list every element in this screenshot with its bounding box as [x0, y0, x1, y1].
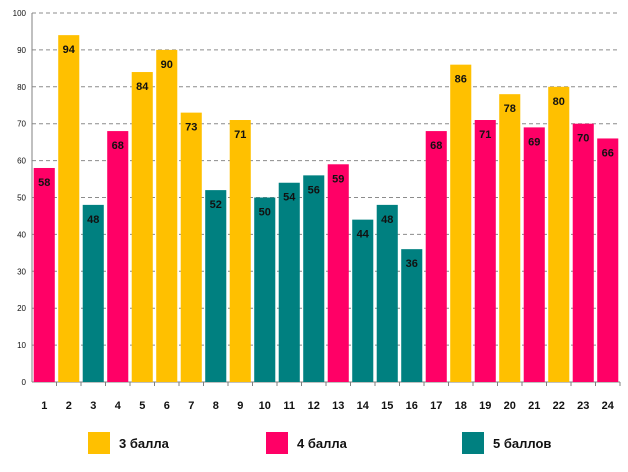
y-tick-label: 60 [17, 157, 26, 166]
data-label: 86 [455, 74, 467, 86]
x-tick-label: 21 [528, 400, 540, 412]
x-tick-label: 23 [577, 400, 589, 412]
y-tick-label: 90 [17, 46, 26, 55]
data-label: 36 [406, 258, 418, 270]
y-tick-label: 10 [17, 341, 26, 350]
legend-swatch-4 [266, 432, 288, 454]
x-tick-label: 20 [504, 400, 516, 412]
data-label: 48 [381, 214, 393, 226]
bar-5 [131, 72, 153, 382]
bar-14 [352, 219, 374, 382]
x-tick-label: 22 [553, 400, 565, 412]
data-label: 71 [234, 129, 246, 141]
bar-12 [303, 175, 325, 382]
legend-label-5: 5 баллов [493, 435, 552, 451]
data-label: 68 [112, 140, 124, 152]
data-label: 66 [602, 147, 614, 159]
x-tick-label: 8 [213, 400, 219, 412]
legend-label-3: 3 балла [119, 435, 169, 451]
data-label: 84 [136, 81, 149, 93]
x-tick-label: 14 [357, 400, 370, 412]
bar-chart: 0 10 20 30 40 50 60 70 80 90 100 58 1 94 2 48 3 68 4 84 5 90 6… [13, 9, 621, 412]
x-tick-label: 18 [455, 400, 467, 412]
x-tick-label: 3 [90, 400, 96, 412]
data-label: 52 [210, 199, 222, 211]
data-label: 69 [528, 136, 540, 148]
x-tick-label: 13 [332, 400, 344, 412]
y-tick-label: 30 [17, 267, 26, 276]
data-label: 94 [63, 44, 76, 56]
data-label: 70 [577, 133, 589, 145]
x-tick-label: 2 [66, 400, 72, 412]
x-tick-label: 12 [308, 400, 320, 412]
bar-21 [523, 127, 545, 382]
bar-13 [327, 164, 349, 382]
bar-3 [82, 204, 104, 382]
legend-swatch-5 [462, 432, 484, 454]
y-tick-label: 0 [22, 378, 27, 387]
bar-16 [401, 249, 423, 382]
y-tick-label: 20 [17, 304, 26, 313]
data-label: 54 [283, 192, 296, 204]
y-tick-label: 80 [17, 83, 26, 92]
y-tick-label: 100 [13, 9, 27, 18]
data-label: 50 [259, 207, 271, 219]
data-label: 78 [504, 103, 516, 115]
x-tick-label: 9 [237, 400, 243, 412]
bar-7 [180, 112, 202, 382]
data-label: 90 [161, 59, 173, 71]
bar-22 [548, 86, 570, 383]
data-label: 48 [87, 214, 99, 226]
bar-8 [205, 190, 227, 382]
bar-6 [156, 49, 178, 383]
bar-20 [499, 94, 521, 383]
bar-24 [597, 138, 619, 382]
x-tick-label: 5 [139, 400, 145, 412]
legend-label-4: 4 балла [297, 435, 347, 451]
legend-item-4: 4 балла [266, 432, 347, 454]
data-label: 59 [332, 173, 344, 185]
legend: 3 балла 4 балла 5 баллов [0, 428, 628, 468]
data-label: 56 [308, 184, 320, 196]
bar-10 [254, 197, 276, 382]
y-tick-label: 70 [17, 120, 26, 129]
x-tick-label: 17 [430, 400, 442, 412]
bar-19 [474, 120, 496, 382]
y-tick-label: 40 [17, 230, 26, 239]
data-label: 73 [185, 122, 197, 134]
legend-item-5: 5 баллов [462, 432, 551, 454]
bar-1 [33, 167, 55, 382]
x-tick-label: 1 [41, 400, 47, 412]
chart-svg: 0102030405060708090100581942483684845906… [13, 9, 621, 412]
x-tick-label: 19 [479, 400, 491, 412]
x-tick-label: 7 [188, 400, 194, 412]
x-tick-label: 24 [602, 400, 615, 412]
bar-9 [229, 120, 251, 382]
x-tick-label: 15 [381, 400, 393, 412]
data-label: 80 [553, 96, 565, 108]
x-tick-label: 16 [406, 400, 418, 412]
legend-swatch-3 [88, 432, 110, 454]
x-tick-label: 4 [115, 400, 122, 412]
y-tick-label: 50 [17, 194, 26, 203]
bar-15 [376, 204, 398, 382]
x-tick-label: 10 [259, 400, 271, 412]
bar-11 [278, 182, 300, 382]
bar-18 [450, 64, 472, 382]
legend-item-3: 3 балла [88, 432, 169, 454]
x-tick-label: 11 [283, 400, 295, 412]
bar-17 [425, 131, 447, 382]
data-label: 44 [357, 229, 370, 241]
bar-2 [58, 35, 80, 382]
data-label: 68 [430, 140, 442, 152]
data-label: 58 [38, 177, 50, 189]
x-tick-label: 6 [164, 400, 170, 412]
bar-23 [572, 123, 594, 382]
data-label: 71 [479, 129, 491, 141]
bar-4 [107, 131, 129, 382]
